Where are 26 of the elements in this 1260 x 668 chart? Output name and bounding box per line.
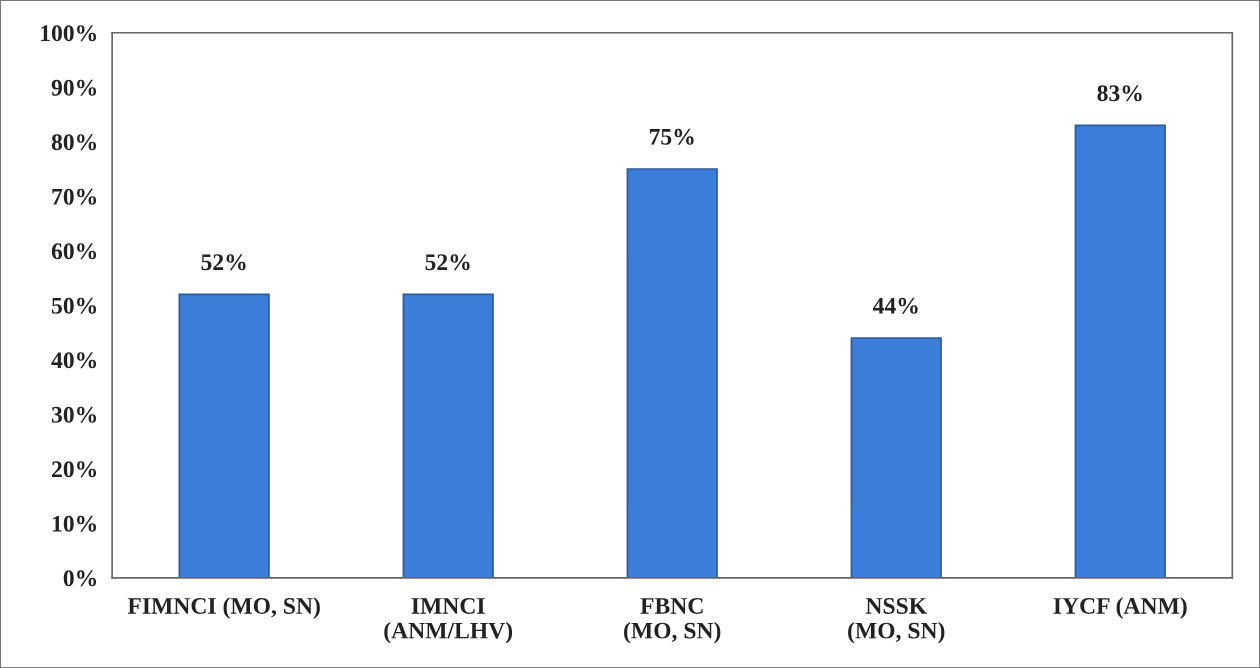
bar — [626, 168, 718, 578]
y-tick-label: 100% — [41, 25, 97, 42]
bar — [850, 337, 942, 578]
y-tick-label: 60% — [51, 243, 97, 260]
data-label: 44% — [872, 297, 918, 314]
y-tick-label: 90% — [51, 79, 97, 96]
x-tick-label: FBNC (MO, SN) — [624, 598, 721, 644]
data-label: 83% — [1097, 85, 1142, 102]
data-label: 75% — [649, 128, 694, 145]
y-tick-label: 10% — [52, 515, 97, 532]
x-tick-label: IYCF (ANM) — [1053, 597, 1187, 619]
y-tick-label: 80% — [51, 134, 97, 151]
bar — [1074, 124, 1166, 578]
y-tick-label: 70% — [52, 188, 97, 205]
x-tick-label: NSSK (MO, SN) — [848, 598, 945, 644]
x-tick-label: IMNCI (ANM/LHV) — [384, 598, 513, 644]
y-tick-label: 0% — [63, 570, 97, 587]
data-label: 52% — [425, 254, 470, 271]
bar — [402, 293, 494, 578]
y-tick-label: 50% — [51, 297, 97, 314]
y-tick-label: 20% — [52, 461, 97, 478]
y-tick-label: 40% — [51, 352, 97, 369]
y-tick-label: 30% — [51, 406, 97, 423]
bar — [178, 293, 270, 578]
x-tick-label: FIMNCI (MO, SN) — [127, 597, 320, 619]
data-label: 52% — [201, 254, 246, 271]
